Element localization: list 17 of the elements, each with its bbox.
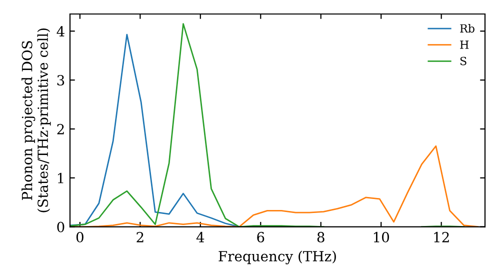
x-tick-label: 0 bbox=[76, 232, 84, 242]
x-tick-label: 4 bbox=[196, 232, 204, 242]
y-tick-label: 0 bbox=[57, 222, 64, 232]
x-tick-label: 6 bbox=[257, 232, 264, 242]
y-axis-title: Phonon projected DOS (States/THz·primitive cell) bbox=[22, 28, 51, 212]
y-tick-label: 2 bbox=[57, 124, 64, 134]
y-tick-label: 1 bbox=[58, 172, 64, 184]
legend-label: S bbox=[460, 56, 466, 66]
x-tick-label: 10 bbox=[374, 232, 390, 242]
x-tick-label: 8 bbox=[317, 232, 324, 242]
x-tick-label: 2 bbox=[136, 232, 144, 242]
x-tick-label: 12 bbox=[434, 232, 449, 242]
legend-label: H bbox=[460, 40, 469, 49]
y-tick-label: 3 bbox=[57, 75, 64, 86]
x-axis-title: Frequency (THz) bbox=[218, 250, 336, 264]
y-tick-label: 4 bbox=[56, 26, 64, 36]
legend-label: Rb bbox=[460, 24, 474, 33]
